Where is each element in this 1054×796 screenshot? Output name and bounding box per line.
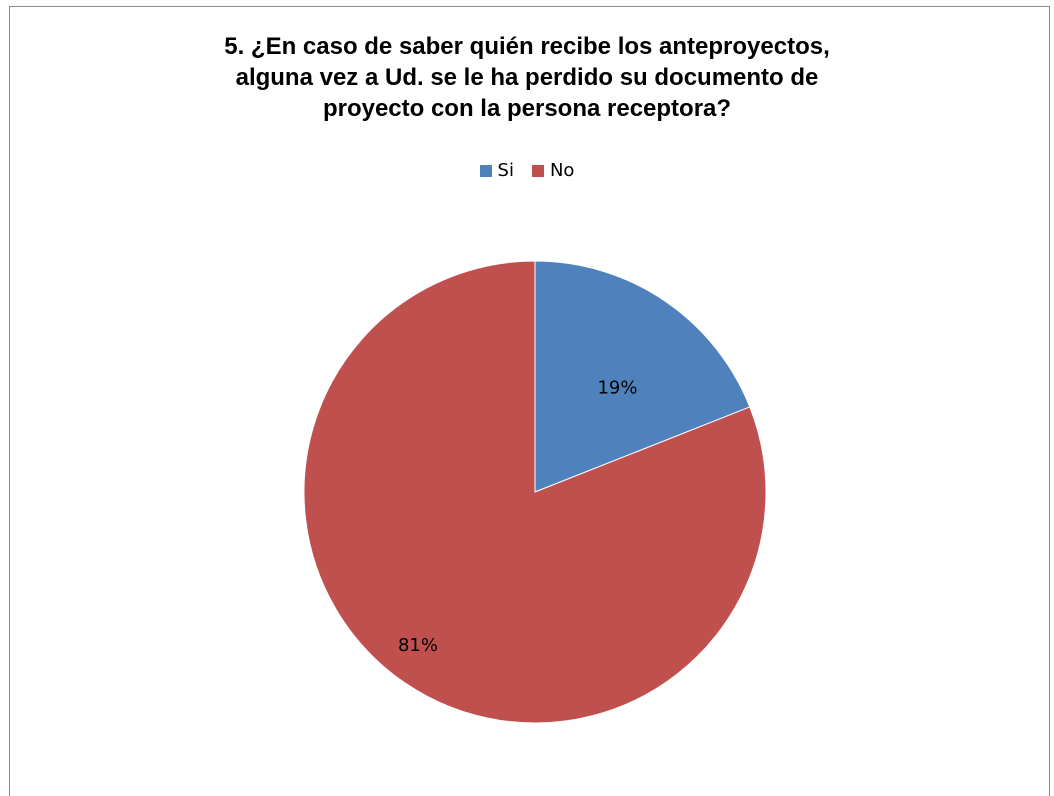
data-label-si: 19% xyxy=(597,378,637,399)
chart-title: 5. ¿En caso de saber quién recibe los an… xyxy=(0,31,1054,124)
legend-swatch-no xyxy=(531,164,544,177)
pie-slice-no xyxy=(303,260,767,724)
data-label-no: 81% xyxy=(398,635,438,656)
chart-title-line-2: alguna vez a Ud. se le ha perdido su doc… xyxy=(235,64,819,91)
legend-label-no: No xyxy=(549,160,575,181)
pie-labels: 19% 81% xyxy=(398,378,638,656)
legend-swatch-si xyxy=(479,164,492,177)
pie-slice-si xyxy=(534,260,751,493)
chart-title-line-3: proyecto con la persona receptora? xyxy=(322,95,732,122)
chart-legend: Si No xyxy=(0,160,1054,181)
chart-title-line-1: 5. ¿En caso de saber quién recibe los an… xyxy=(224,33,830,60)
legend-item-no: No xyxy=(531,160,575,181)
pie-slices xyxy=(303,260,767,724)
legend-item-si: Si xyxy=(479,160,514,181)
legend-label-si: Si xyxy=(497,160,514,181)
